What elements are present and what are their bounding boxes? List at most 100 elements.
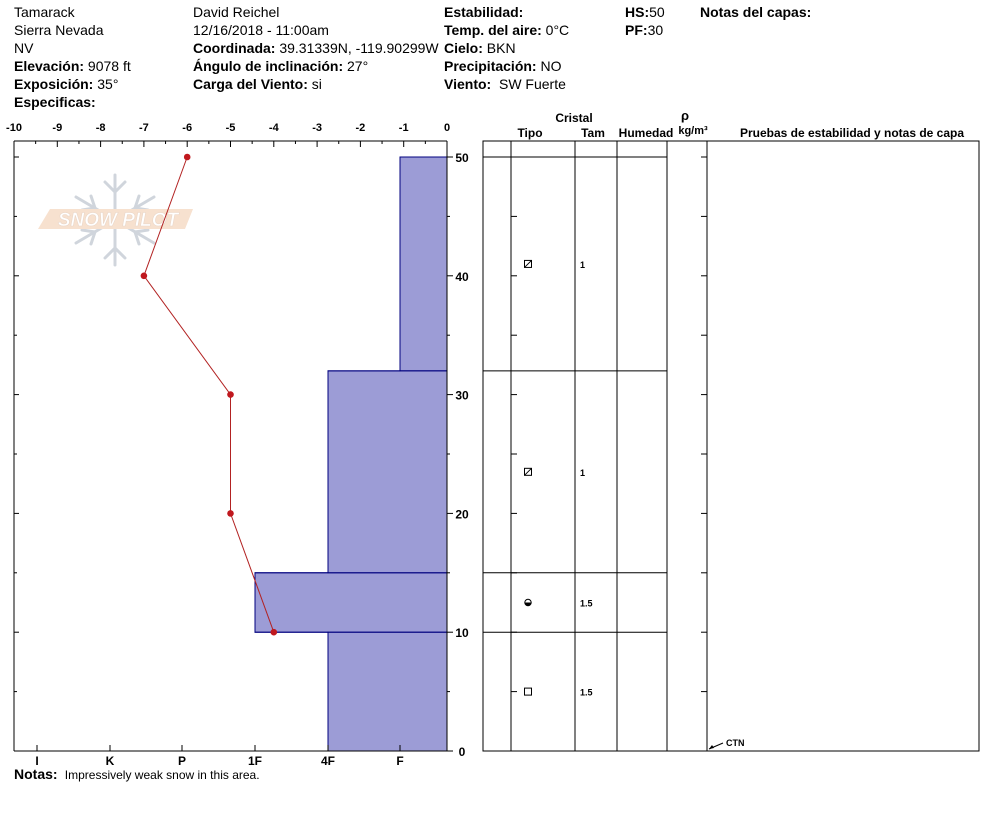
hardness-tick-label: P: [178, 754, 186, 768]
notes-label: Notas:: [14, 766, 58, 782]
temp-tick-label: -5: [226, 122, 236, 134]
stability: Estabilidad:: [444, 3, 523, 21]
state: NV: [14, 40, 34, 56]
col-header-tests: Pruebas de estabilidad y notas de capa: [740, 126, 964, 140]
col-header-density-unit: kg/m³: [678, 125, 708, 137]
air-temp-value: 0°C: [545, 22, 570, 38]
crystal-slash: [524, 260, 532, 268]
crystal-faceted-icon: [524, 259, 532, 268]
hardness-tick-label: K: [106, 754, 115, 768]
crystal-size-1: 1: [580, 468, 585, 478]
col-header-humedad: Humedad: [619, 126, 674, 140]
wind-load-value: si: [311, 76, 322, 92]
temp-tick-label: -10: [6, 122, 22, 134]
specifics-label: Especificas:: [14, 94, 96, 110]
temp-tick-label: -1: [399, 122, 409, 134]
crystal-square: [524, 259, 532, 268]
stability-label: Estabilidad:: [444, 4, 524, 20]
crystal-depth-hoar-rounding-icon: [524, 598, 532, 607]
temp-tick-label: -2: [356, 122, 366, 134]
slope-value: 27°: [347, 58, 369, 74]
hs-label: HS:: [625, 4, 650, 20]
sky-label: Cielo:: [444, 40, 483, 56]
hs-value: 50: [649, 4, 665, 20]
wind-label: Viento:: [444, 76, 492, 92]
specifics: Especificas:: [14, 93, 96, 111]
crystal-size-0: 1: [580, 260, 585, 270]
elevation-label: Elevación:: [14, 58, 85, 74]
wind-value: SW Fuerte: [498, 76, 566, 92]
temperature-point: [227, 391, 234, 398]
elevation-value: 9078 ft: [87, 58, 131, 74]
aspect: Exposición: 35°: [14, 75, 118, 93]
height-tick-label: 10: [455, 626, 469, 640]
wind: Viento: SW Fuerte: [444, 75, 566, 93]
temp-tick-label: -3: [312, 122, 322, 134]
crystal-half-fill: [524, 602, 532, 606]
temp-tick-labels: -10 -9 -8 -7 -6 -5 -4 -3 -2 -1 0: [6, 122, 450, 134]
crystal-square: [524, 467, 532, 476]
precip-label: Precipitación:: [444, 58, 537, 74]
temperature-point: [140, 272, 148, 280]
hs: HS:50: [625, 3, 665, 21]
precip-value: NO: [540, 58, 562, 74]
sky: Cielo: BKN: [444, 39, 516, 57]
elevation: Elevación: 9078 ft: [14, 57, 131, 75]
height-tick-label: 20: [455, 507, 469, 521]
hardness-tick-label: I: [35, 754, 38, 768]
height-tick-label: 40: [455, 270, 469, 284]
crystal-size-3: 1.5: [580, 688, 593, 698]
slope-label: Ángulo de inclinación:: [193, 58, 344, 74]
air-temp-label: Temp. del aire:: [444, 22, 542, 38]
crystal-slash: [524, 467, 532, 476]
hardness-tick-label: 1F: [248, 754, 262, 768]
wind-loading: Carga del Viento: si: [193, 75, 322, 93]
col-header-tam: Tam: [581, 126, 605, 140]
col-header-density-symbol: ρ: [681, 108, 689, 123]
col-group-cristal: Cristal: [555, 111, 592, 125]
height-tick-labels: 50 40 30 20 10 0: [455, 151, 469, 759]
hardness-tick-label: F: [396, 754, 403, 768]
height-tick-label: 0: [459, 745, 466, 759]
observer: David Reichel: [193, 4, 280, 20]
temp-tick-label: -4: [269, 122, 280, 134]
aspect-value: 35°: [97, 76, 119, 92]
test-label: CTN: [726, 738, 745, 748]
notes-value: Impressively weak snow in this area.: [64, 768, 260, 782]
temp-tick-label: -9: [52, 122, 62, 134]
wind-load-label: Carga del Viento:: [193, 76, 308, 92]
crystal-size-2: 1.5: [580, 599, 593, 609]
temp-tick-label: 0: [444, 122, 450, 134]
watermark-text: SNOW PILOT: [58, 210, 180, 231]
notes: Notas: Impressively weak snow in this ar…: [14, 766, 260, 782]
precipitation: Precipitación: NO: [444, 57, 561, 75]
datetime: 12/16/2018 - 11:00am: [193, 22, 329, 38]
hardness-profile: [254, 156, 448, 752]
temp-tick-label: -7: [139, 122, 149, 134]
sky-value: BKN: [486, 40, 516, 56]
aspect-label: Exposición:: [14, 76, 94, 92]
layer-table-frame: [482, 140, 980, 752]
crystal-faceted-square-icon: [524, 687, 532, 696]
layer-notes: Notas del capas:: [700, 3, 811, 21]
pf-label: PF:: [625, 22, 648, 38]
temperature-point: [227, 510, 234, 517]
height-tick-label: 30: [455, 389, 469, 403]
pf: PF:30: [625, 21, 663, 39]
air-temp: Temp. del aire: 0°C: [444, 21, 569, 39]
pf-value: 30: [647, 22, 664, 38]
crystal-square: [524, 687, 532, 696]
test-arrowhead: [709, 745, 714, 749]
hardness-tick-labels: I K P 1F 4F F: [35, 754, 403, 768]
slope-angle: Ángulo de inclinación: 27°: [193, 57, 368, 75]
temperature-point: [183, 153, 191, 161]
coordinates: Coordinada: 39.31339N, -119.90299W: [193, 39, 439, 57]
crystal-faceted-icon: [524, 467, 532, 476]
snowpilot-watermark: SNOW PILOT: [38, 173, 193, 267]
hardness-tick-label: 4F: [321, 754, 335, 768]
mountain-range: Sierra Nevada: [14, 22, 104, 38]
temp-tick-label: -6: [182, 122, 192, 134]
layer-notes-label: Notas del capas:: [700, 4, 812, 20]
location: Tamarack: [14, 4, 75, 20]
